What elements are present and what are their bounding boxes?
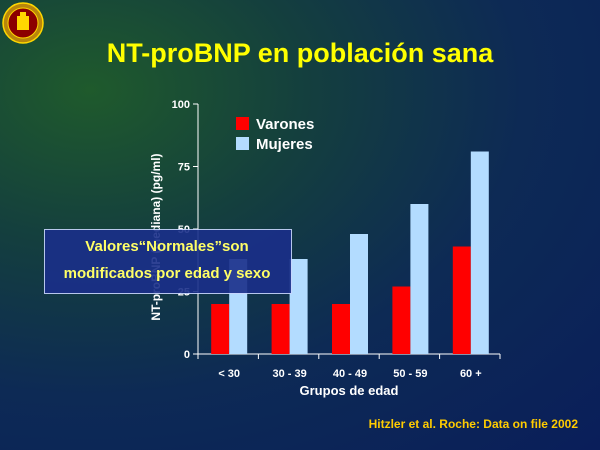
overlay-line-2: modificados por edad y sexo (63, 265, 271, 282)
slide-title: NT-proBNP en población sana (106, 38, 494, 68)
citation: Hitzler et al. Roche: Data on file 2002 (368, 417, 578, 431)
x-axis-label: Grupos de edad (300, 383, 399, 398)
x-tick-label: 40 - 49 (333, 368, 367, 380)
bar-mujeres-4 (470, 151, 489, 354)
y-tick-label: 0 (184, 349, 190, 361)
legend-swatch-varones (236, 117, 249, 130)
legend-swatch-mujeres (236, 137, 249, 150)
university-seal-icon (2, 2, 44, 44)
bar-varones-1 (271, 304, 290, 354)
x-tick-label: 30 - 39 (272, 368, 306, 380)
overlay-note: Valores“Normales”son modificados por eda… (44, 233, 290, 287)
legend-label-varones: Varones (256, 116, 314, 133)
x-tick-label: 50 - 59 (393, 368, 427, 380)
y-tick-label: 100 (172, 99, 190, 111)
bar-varones-4 (452, 246, 471, 354)
bar-varones-2 (332, 304, 350, 354)
bar-varones-3 (392, 286, 411, 354)
bar-varones-0 (211, 304, 230, 354)
legend-label-mujeres: Mujeres (256, 136, 313, 153)
overlay-box (44, 229, 292, 294)
x-tick-label: 60 + (460, 368, 482, 380)
bar-mujeres-2 (350, 234, 368, 354)
bar-mujeres-3 (410, 204, 429, 354)
overlay-line-1: Valores“Normales”son (85, 238, 249, 255)
y-tick-label: 75 (178, 162, 190, 174)
bar-mujeres-1 (289, 259, 308, 354)
x-tick-label: < 30 (218, 368, 240, 380)
